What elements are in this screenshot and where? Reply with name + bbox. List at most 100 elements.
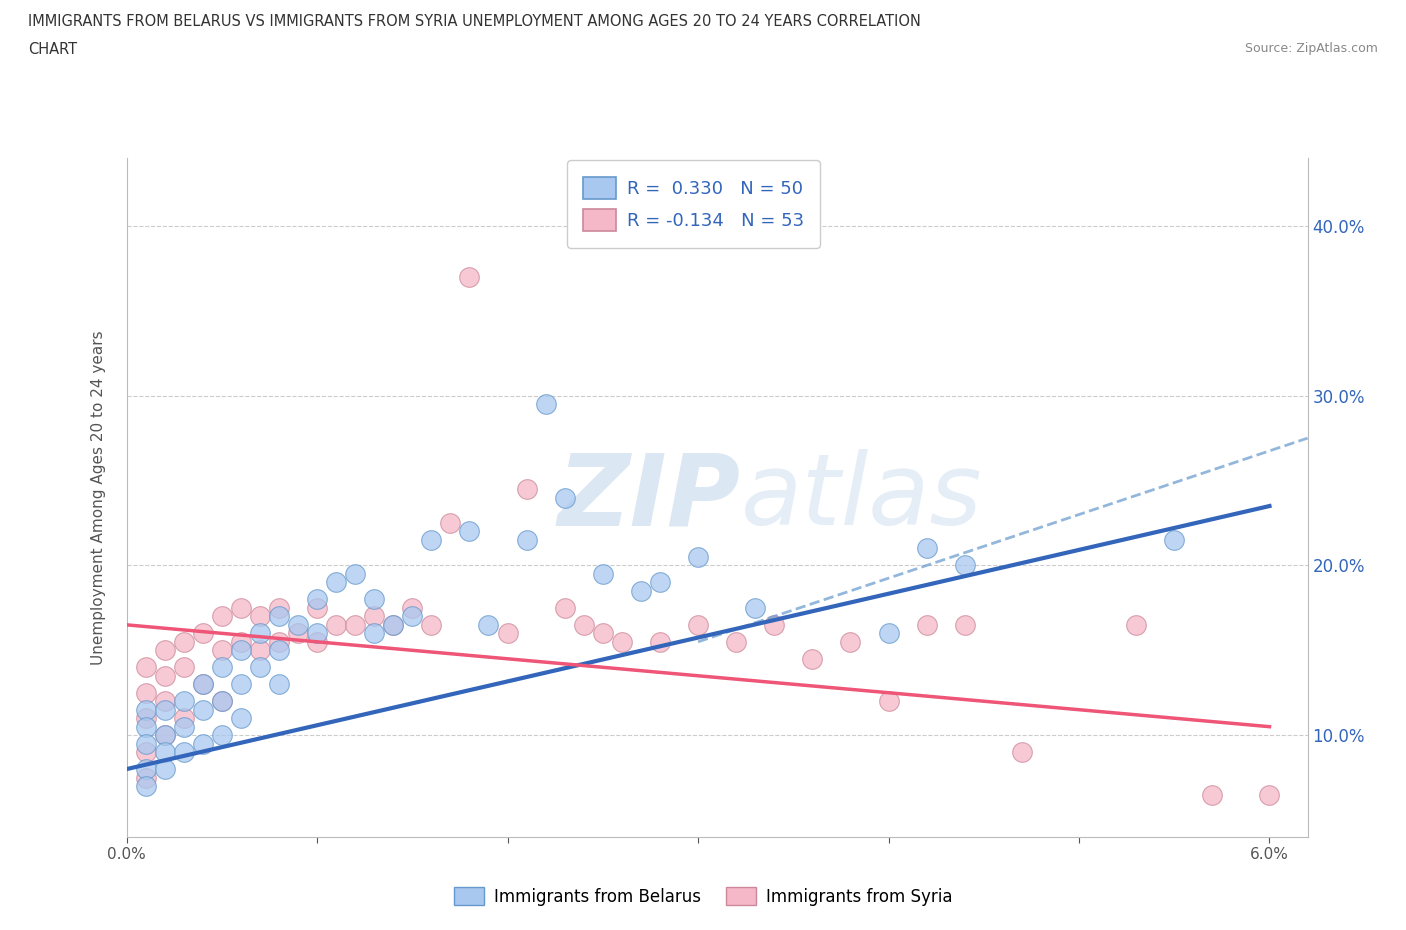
Point (249, 660, 271, 675)
Point (211, 609, 233, 624)
Point (610, 634, 633, 649)
Point (592, 626, 614, 641)
Point (305, 592, 328, 607)
Point (211, 694, 233, 709)
Point (420, 618, 443, 632)
Point (801, 651, 824, 666)
Point (249, 643, 271, 658)
Point (211, 694, 233, 709)
Text: IMMIGRANTS FROM BELARUS VS IMMIGRANTS FROM SYRIA UNEMPLOYMENT AMONG AGES 20 TO 2: IMMIGRANTS FROM BELARUS VS IMMIGRANTS FR… (28, 14, 921, 29)
Point (267, 634, 290, 649)
Point (477, 618, 499, 632)
Point (267, 601, 290, 616)
Point (229, 634, 252, 649)
Point (401, 609, 423, 624)
Point (173, 660, 195, 675)
Text: atlas: atlas (741, 449, 983, 546)
Point (153, 669, 176, 684)
Point (153, 745, 176, 760)
Point (249, 626, 271, 641)
Point (173, 719, 195, 734)
Point (135, 770, 157, 785)
Point (1163, 533, 1185, 548)
Point (173, 711, 195, 725)
Point (191, 677, 214, 692)
Point (839, 634, 862, 649)
Point (211, 727, 233, 742)
Point (287, 618, 309, 632)
Point (229, 677, 252, 692)
Point (496, 626, 519, 641)
Point (229, 601, 252, 616)
Point (686, 550, 709, 565)
Point (153, 702, 176, 717)
Point (344, 566, 367, 581)
Point (267, 609, 290, 624)
Point (534, 397, 557, 412)
Point (401, 601, 423, 616)
Point (325, 618, 347, 632)
Point (211, 660, 233, 675)
Point (953, 618, 976, 632)
Point (267, 677, 290, 692)
Text: CHART: CHART (28, 42, 77, 57)
Point (554, 601, 576, 616)
Point (592, 566, 614, 581)
Point (363, 626, 385, 641)
Point (630, 583, 652, 598)
Point (554, 490, 576, 505)
Y-axis label: Unemployment Among Ages 20 to 24 years: Unemployment Among Ages 20 to 24 years (91, 330, 105, 665)
Point (135, 685, 157, 700)
Point (305, 626, 328, 641)
Point (1125, 618, 1147, 632)
Point (1201, 787, 1223, 802)
Point (648, 634, 671, 649)
Point (135, 719, 157, 734)
Point (744, 601, 766, 616)
Point (363, 609, 385, 624)
Point (572, 618, 595, 632)
Point (915, 618, 938, 632)
Point (173, 745, 195, 760)
Point (915, 541, 938, 556)
Point (763, 618, 786, 632)
Point (135, 778, 157, 793)
Point (877, 694, 900, 709)
Text: Source: ZipAtlas.com: Source: ZipAtlas.com (1244, 42, 1378, 55)
Point (229, 643, 252, 658)
Point (420, 533, 443, 548)
Point (191, 702, 214, 717)
Point (439, 515, 461, 530)
Point (648, 575, 671, 590)
Point (135, 737, 157, 751)
Point (344, 618, 367, 632)
Point (153, 727, 176, 742)
Point (305, 601, 328, 616)
Point (153, 727, 176, 742)
Point (953, 558, 976, 573)
Point (877, 626, 900, 641)
Point (516, 482, 538, 497)
Point (1258, 787, 1281, 802)
Point (382, 618, 405, 632)
Point (249, 609, 271, 624)
Point (173, 634, 195, 649)
Point (458, 525, 481, 539)
Point (211, 643, 233, 658)
Point (191, 737, 214, 751)
Point (363, 592, 385, 607)
Point (153, 694, 176, 709)
Point (135, 702, 157, 717)
Text: ZIP: ZIP (558, 449, 741, 546)
Point (135, 711, 157, 725)
Point (725, 634, 748, 649)
Point (382, 618, 405, 632)
Point (135, 660, 157, 675)
Point (153, 643, 176, 658)
Point (287, 626, 309, 641)
Point (1011, 745, 1033, 760)
Point (458, 270, 481, 285)
Point (173, 694, 195, 709)
Legend: R =  0.330   N = 50, R = -0.134   N = 53: R = 0.330 N = 50, R = -0.134 N = 53 (567, 160, 820, 247)
Point (325, 575, 347, 590)
